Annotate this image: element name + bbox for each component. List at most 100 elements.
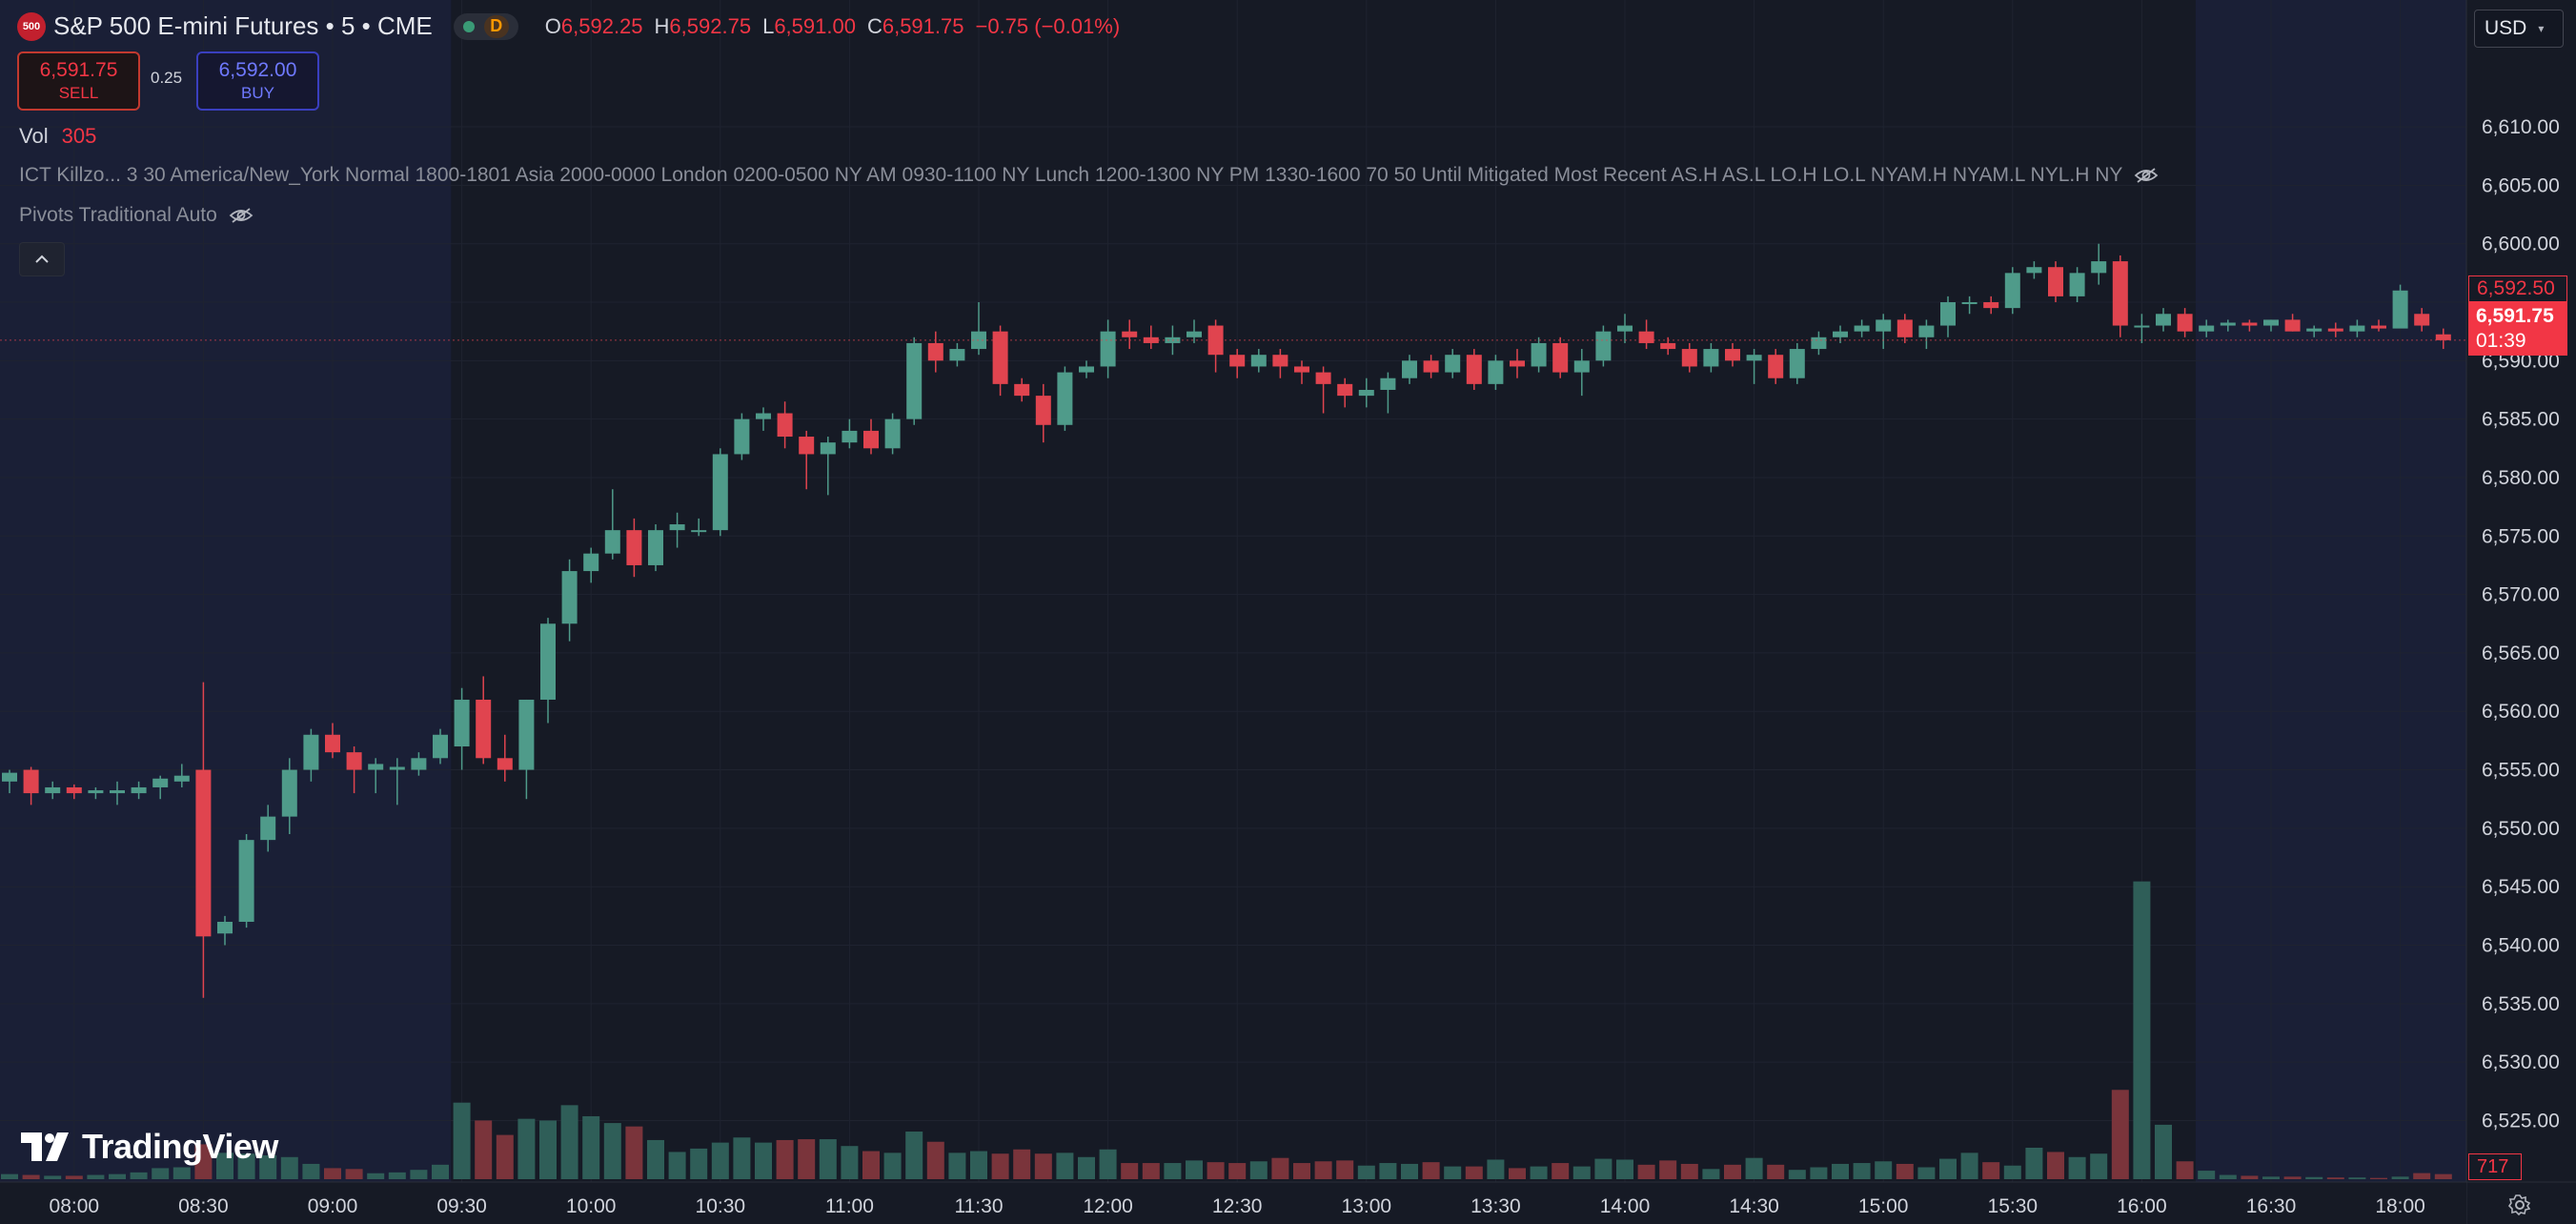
market-status[interactable]: D xyxy=(453,12,518,40)
time-axis[interactable]: 08:00 08:30 09:00 09:30 10:00 10:30 11:00 11:30… xyxy=(0,1181,2576,1224)
candle-body xyxy=(1445,355,1461,373)
change-value: −0.75 (−0.01%) xyxy=(975,13,1121,38)
candle-body xyxy=(1681,349,1697,367)
volume-bar xyxy=(475,1120,493,1179)
candle-body xyxy=(1466,355,1482,384)
delayed-badge: D xyxy=(483,14,509,38)
candle-body xyxy=(1272,355,1288,367)
volume-bar xyxy=(496,1134,514,1179)
time-tick-label: 15:00 xyxy=(1858,1195,1909,1217)
volume-bar xyxy=(2348,1177,2366,1179)
candle-body xyxy=(2069,273,2085,296)
candle-body xyxy=(2048,267,2063,296)
session-shade-afterhours xyxy=(2195,0,2466,1182)
candle-body xyxy=(561,571,578,624)
hidden-eye-icon[interactable] xyxy=(2134,167,2159,184)
low-value: 6,591.00 xyxy=(774,13,856,38)
settings-gear-icon[interactable] xyxy=(2508,1193,2531,1216)
volume-bar xyxy=(1465,1166,1483,1179)
volume-bar xyxy=(432,1164,449,1179)
candle-body xyxy=(1122,331,1138,337)
volume-bar xyxy=(1509,1168,1526,1179)
volume-bar xyxy=(539,1120,557,1179)
volume-bar xyxy=(2111,1090,2129,1179)
price-tick-label: 6,585.00 xyxy=(2482,409,2560,431)
time-tick-label: 08:30 xyxy=(178,1195,229,1217)
volume-bar xyxy=(711,1142,729,1179)
high-value: 6,592.75 xyxy=(669,13,752,38)
candle-body xyxy=(1488,360,1504,384)
candle-body xyxy=(1573,360,1590,373)
volume-bar xyxy=(1249,1161,1268,1179)
tradingview-logo[interactable]: TradingView xyxy=(21,1127,278,1167)
volume-bar xyxy=(2003,1165,2021,1179)
open-label: O xyxy=(544,13,561,38)
candle-body xyxy=(518,699,535,770)
market-open-dot-icon xyxy=(462,20,475,32)
candle-body xyxy=(2435,334,2451,340)
time-tick-label: 09:30 xyxy=(436,1195,487,1217)
price-axis[interactable]: 6,610.006,605.006,600.006,595.006,590.00… xyxy=(2465,0,2576,1224)
volume-bar xyxy=(1832,1163,1849,1179)
candle-body xyxy=(2371,325,2386,329)
time-tick-label: 11:00 xyxy=(825,1195,874,1217)
candle-body xyxy=(604,530,620,554)
volume-bar xyxy=(1379,1163,1397,1179)
volume-bar xyxy=(1,1173,18,1179)
candle-body xyxy=(2156,314,2171,326)
candle-body xyxy=(260,816,276,841)
candle-body xyxy=(1961,302,1978,305)
buy-price: 6,592.00 xyxy=(218,59,297,81)
close-value: 6,591.75 xyxy=(882,13,964,38)
candle-body xyxy=(971,331,986,350)
hidden-eye-icon[interactable] xyxy=(229,207,254,224)
volume-bar xyxy=(1853,1163,1871,1179)
volume-legend[interactable]: Vol 305 xyxy=(19,124,96,149)
time-tick-label: 16:30 xyxy=(2246,1195,2297,1217)
volume-bar xyxy=(1788,1170,1806,1179)
volume-bar xyxy=(798,1139,816,1179)
chevron-up-icon xyxy=(35,255,49,263)
symbol-title[interactable]: S&P 500 E-mini Futures • 5 • CME xyxy=(53,11,433,40)
candle-body xyxy=(217,921,233,934)
sell-button[interactable]: 6,591.75 SELL xyxy=(17,51,140,111)
buy-button[interactable]: 6,592.00 BUY xyxy=(196,51,319,111)
volume-bar xyxy=(1745,1157,1763,1179)
volume-bar xyxy=(841,1146,859,1179)
volume-bar xyxy=(324,1168,341,1179)
price-tick-label: 6,535.00 xyxy=(2482,993,2560,1015)
volume-bar xyxy=(237,1153,255,1179)
candle-body xyxy=(1079,366,1094,373)
candle-body xyxy=(734,418,750,455)
time-axis-background xyxy=(0,1182,2466,1224)
candle-body xyxy=(1660,342,1676,350)
low-label: L xyxy=(762,13,775,38)
volume-bar xyxy=(1982,1162,2000,1179)
candle-body xyxy=(884,418,901,449)
volume-bar xyxy=(2025,1147,2043,1179)
candle-body xyxy=(863,430,879,449)
volume-bar xyxy=(1552,1163,1570,1179)
volume-bar xyxy=(65,1175,83,1179)
candle-body xyxy=(368,764,384,770)
volume-bar xyxy=(1487,1159,1505,1179)
candle-body xyxy=(2177,314,2193,332)
indicator-ict-killzones[interactable]: ICT Killzo... 3 30 America/New_York Norm… xyxy=(19,164,2159,187)
candle-body xyxy=(173,775,190,782)
volume-label: Vol xyxy=(19,124,49,148)
indicator-pivots[interactable]: Pivots Traditional Auto xyxy=(19,204,254,227)
currency-select[interactable]: USD ▾ xyxy=(2474,10,2564,48)
volume-bar xyxy=(152,1168,170,1179)
time-tick-label: 08:00 xyxy=(50,1195,100,1217)
candle-body xyxy=(820,442,836,455)
candle-body xyxy=(648,530,663,565)
volume-bar xyxy=(1917,1167,1936,1179)
volume-bar xyxy=(926,1141,944,1179)
volume-bar xyxy=(883,1153,902,1179)
candle-body xyxy=(906,342,923,419)
bar-countdown: 01:39 xyxy=(2476,330,2526,352)
candle-body xyxy=(23,769,39,794)
time-tick-label: 12:30 xyxy=(1212,1195,1263,1217)
collapse-legend-button[interactable] xyxy=(19,242,65,276)
